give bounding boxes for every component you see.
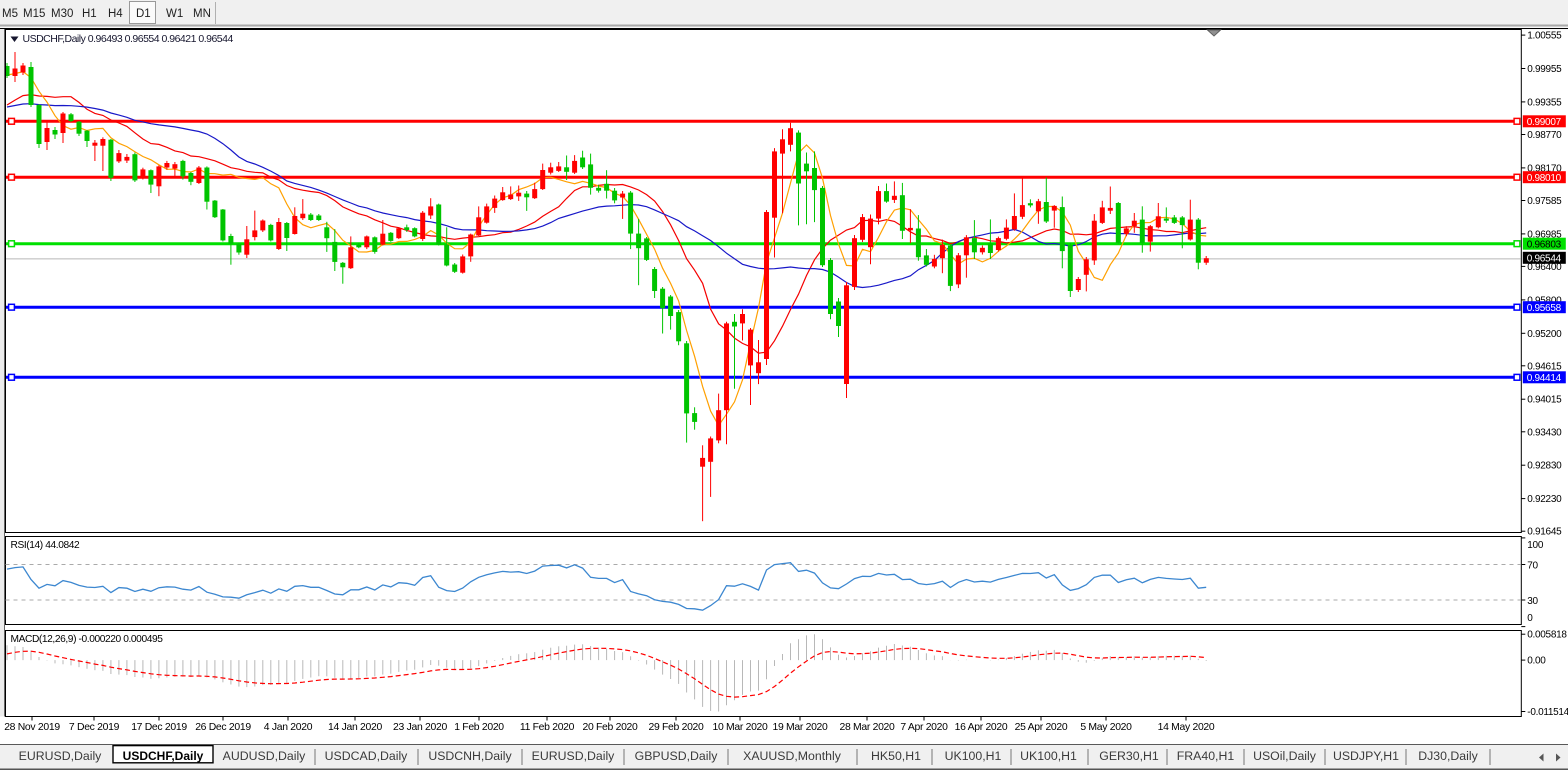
svg-text:11 Feb 2020: 11 Feb 2020 <box>520 722 575 733</box>
svg-text:100: 100 <box>1527 540 1544 551</box>
svg-text:RSI(14) 44.0842: RSI(14) 44.0842 <box>11 540 80 551</box>
svg-text:0.94615: 0.94615 <box>1527 361 1562 372</box>
svg-text:0.96544: 0.96544 <box>1527 254 1562 265</box>
svg-text:M15: M15 <box>23 8 45 20</box>
svg-text:0.98170: 0.98170 <box>1527 163 1562 174</box>
svg-text:USDCNH,Daily: USDCNH,Daily <box>428 749 512 763</box>
svg-text:0.96400: 0.96400 <box>1527 262 1562 273</box>
svg-text:DJ30,Daily: DJ30,Daily <box>1418 749 1478 763</box>
svg-text:0.96803: 0.96803 <box>1527 240 1562 251</box>
svg-text:20 Feb 2020: 20 Feb 2020 <box>582 722 638 733</box>
svg-text:4 Jan 2020: 4 Jan 2020 <box>264 722 313 733</box>
svg-text:USDCHF,Daily: USDCHF,Daily <box>123 749 204 763</box>
svg-text:USDJPY,H1: USDJPY,H1 <box>1333 749 1399 763</box>
svg-text:0.98770: 0.98770 <box>1527 130 1562 141</box>
svg-text:M5: M5 <box>2 8 18 20</box>
svg-text:H4: H4 <box>108 8 123 20</box>
svg-text:16 Apr 2020: 16 Apr 2020 <box>955 722 1008 733</box>
svg-text:M30: M30 <box>51 8 73 20</box>
svg-text:FRA40,H1: FRA40,H1 <box>1177 749 1235 763</box>
svg-text:28 Nov 2019: 28 Nov 2019 <box>4 722 60 733</box>
svg-text:0.99007: 0.99007 <box>1527 117 1562 128</box>
svg-text:HK50,H1: HK50,H1 <box>871 749 921 763</box>
svg-text:0: 0 <box>1527 613 1533 624</box>
svg-text:1.00555: 1.00555 <box>1527 31 1562 42</box>
svg-text:UK100,H1: UK100,H1 <box>1020 749 1077 763</box>
svg-text:25 Apr 2020: 25 Apr 2020 <box>1015 722 1068 733</box>
svg-text:0.95200: 0.95200 <box>1527 329 1562 340</box>
svg-text:30: 30 <box>1527 596 1538 607</box>
svg-text:10 Mar 2020: 10 Mar 2020 <box>712 722 768 733</box>
svg-text:0.97585: 0.97585 <box>1527 196 1562 207</box>
svg-text:D1: D1 <box>136 8 151 20</box>
svg-text:0.96985: 0.96985 <box>1527 229 1562 240</box>
svg-text:1 Feb 2020: 1 Feb 2020 <box>454 722 504 733</box>
svg-text:0.95800: 0.95800 <box>1527 295 1562 306</box>
svg-text:0.94414: 0.94414 <box>1527 373 1562 384</box>
svg-text:0.005818: 0.005818 <box>1527 630 1567 641</box>
svg-text:70: 70 <box>1527 561 1538 572</box>
svg-text:23 Jan 2020: 23 Jan 2020 <box>393 722 447 733</box>
svg-text:0.91645: 0.91645 <box>1527 527 1562 538</box>
svg-text:0.98010: 0.98010 <box>1527 173 1562 184</box>
svg-text:H1: H1 <box>82 8 97 20</box>
svg-text:0.00: 0.00 <box>1527 656 1546 667</box>
svg-text:7 Apr 2020: 7 Apr 2020 <box>900 722 948 733</box>
svg-text:USDCHF,Daily 0.96493 0.96554: USDCHF,Daily 0.96493 0.96554 0.96421 0.9… <box>23 33 234 45</box>
svg-text:0.92230: 0.92230 <box>1527 494 1562 505</box>
svg-text:0.93430: 0.93430 <box>1527 427 1562 438</box>
svg-text:-0.011514: -0.011514 <box>1527 707 1568 718</box>
svg-text:EURUSD,Daily: EURUSD,Daily <box>532 749 616 763</box>
svg-text:0.92830: 0.92830 <box>1527 461 1562 472</box>
svg-text:28 Mar 2020: 28 Mar 2020 <box>839 722 895 733</box>
svg-text:MACD(12,26,9) -0.000220 0.0004: MACD(12,26,9) -0.000220 0.000495 <box>11 634 164 645</box>
svg-text:GBPUSD,Daily: GBPUSD,Daily <box>635 749 719 763</box>
svg-text:MN: MN <box>193 8 211 20</box>
svg-text:7 Dec 2019: 7 Dec 2019 <box>69 722 120 733</box>
svg-text:14 Jan 2020: 14 Jan 2020 <box>328 722 382 733</box>
svg-text:XAUUSD,Monthly: XAUUSD,Monthly <box>743 749 842 763</box>
svg-text:29 Feb 2020: 29 Feb 2020 <box>648 722 704 733</box>
svg-text:17 Dec 2019: 17 Dec 2019 <box>131 722 187 733</box>
svg-text:19 Mar 2020: 19 Mar 2020 <box>772 722 828 733</box>
svg-text:5 May 2020: 5 May 2020 <box>1080 722 1132 733</box>
svg-text:UK100,H1: UK100,H1 <box>945 749 1002 763</box>
svg-text:14 May 2020: 14 May 2020 <box>1158 722 1215 733</box>
svg-text:W1: W1 <box>166 8 183 20</box>
svg-text:0.95658: 0.95658 <box>1527 303 1562 314</box>
svg-text:0.94015: 0.94015 <box>1527 395 1562 406</box>
svg-text:USOil,Daily: USOil,Daily <box>1253 749 1317 763</box>
svg-text:GER30,H1: GER30,H1 <box>1099 749 1159 763</box>
svg-text:AUDUSD,Daily: AUDUSD,Daily <box>223 749 307 763</box>
svg-text:EURUSD,Daily: EURUSD,Daily <box>19 749 103 763</box>
svg-text:26 Dec 2019: 26 Dec 2019 <box>195 722 251 733</box>
svg-text:USDCAD,Daily: USDCAD,Daily <box>325 749 409 763</box>
svg-text:0.99355: 0.99355 <box>1527 97 1562 108</box>
svg-text:0.99955: 0.99955 <box>1527 64 1562 75</box>
